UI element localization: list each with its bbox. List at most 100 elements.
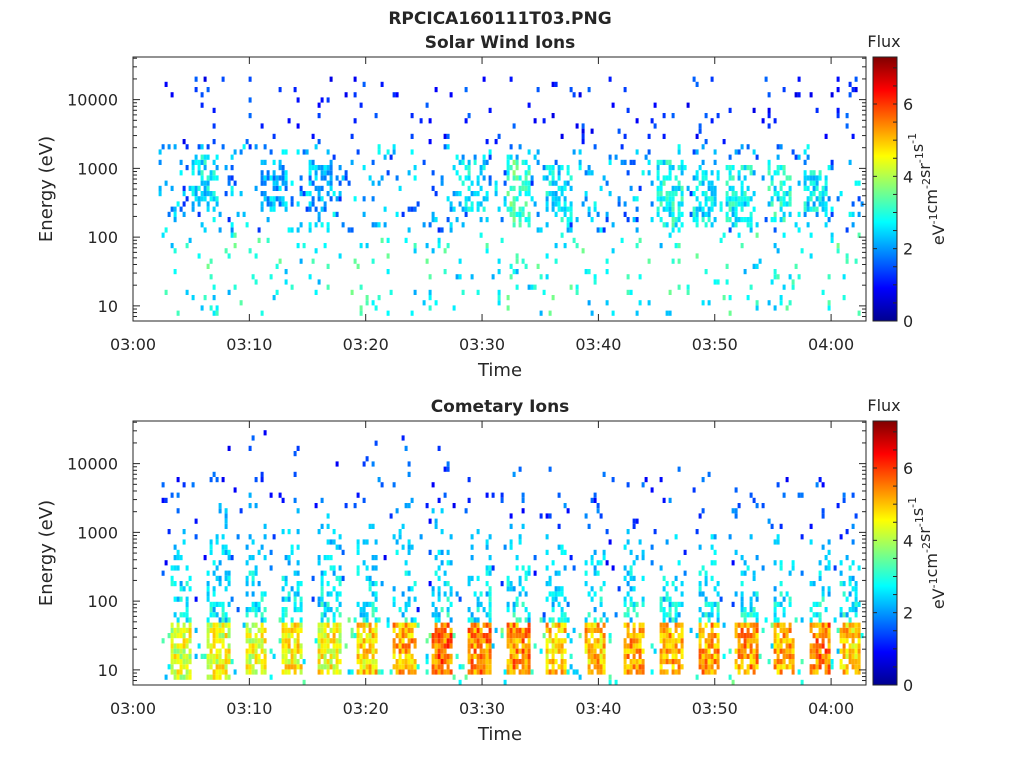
spectrogram-cell — [362, 497, 366, 503]
spectrogram-cell — [710, 601, 714, 607]
spectrogram-cell — [695, 170, 699, 176]
spectrogram-cell — [818, 170, 822, 176]
spectrogram-cell — [323, 653, 327, 659]
spectrogram-cell — [770, 622, 774, 628]
spectrogram-cell — [224, 570, 228, 576]
spectrogram-cell — [233, 180, 237, 186]
spectrogram-cell — [587, 653, 591, 659]
spectrogram-cell — [797, 92, 801, 98]
spectrogram-cell — [329, 664, 333, 670]
spectrogram-cell — [215, 622, 219, 628]
spectrogram-cell — [269, 206, 273, 212]
spectrogram-cell — [317, 622, 321, 628]
spectrogram-cell — [575, 217, 579, 223]
spectrogram-cell — [185, 289, 189, 295]
spectrogram-cell — [710, 191, 714, 197]
spectrogram-cell — [704, 211, 708, 217]
spectrogram-cell — [662, 222, 666, 228]
spectrogram-cell — [632, 643, 636, 649]
spectrogram-cell — [233, 232, 237, 238]
spectrogram-cell — [596, 627, 600, 633]
spectrogram-cell — [746, 627, 750, 633]
spectrogram-cell — [413, 581, 417, 587]
spectrogram-cell — [677, 149, 681, 155]
spectrogram-cell — [464, 118, 468, 124]
spectrogram-cell — [548, 627, 552, 633]
spectrogram-cell — [371, 648, 375, 654]
spectrogram-cell — [257, 601, 261, 607]
spectrogram-cell — [485, 664, 489, 670]
spectrogram-cell — [467, 669, 471, 675]
spectrogram-cell — [779, 601, 783, 607]
spectrogram-cell — [551, 560, 555, 566]
spectrogram-cell — [401, 612, 405, 618]
spectrogram-cell — [449, 560, 453, 566]
spectrogram-cell — [170, 575, 174, 581]
spectrogram-cell — [521, 601, 525, 607]
spectrogram-cell — [329, 653, 333, 659]
spectrogram-cell — [284, 612, 288, 618]
spectrogram-cell — [854, 581, 858, 587]
spectrogram-cell — [206, 633, 210, 639]
spectrogram-cell — [182, 627, 186, 633]
spectrogram-cell — [740, 555, 744, 561]
spectrogram-cell — [308, 222, 312, 228]
spectrogram-cell — [737, 175, 741, 181]
spectrogram-cell — [704, 201, 708, 207]
spectrogram-cell — [560, 544, 564, 550]
spectrogram-cell — [401, 664, 405, 670]
spectrogram-cell — [362, 659, 366, 665]
spectrogram-cell — [824, 222, 828, 228]
spectrogram-cell — [554, 633, 558, 639]
spectrogram-cell — [599, 227, 603, 233]
spectrogram-cell — [326, 617, 330, 623]
spectrogram-cell — [701, 612, 705, 618]
spectrogram-cell — [674, 659, 678, 665]
spectrogram-cell — [335, 664, 339, 670]
spectrogram-cell — [509, 523, 513, 529]
spectrogram-cell — [209, 170, 213, 176]
spectrogram-cell — [254, 643, 258, 649]
spectrogram-cell — [635, 118, 639, 124]
spectrogram-cell — [725, 180, 729, 186]
spectrogram-cell — [374, 113, 378, 119]
spectrogram-cell — [476, 664, 480, 670]
spectrogram-cell — [728, 185, 732, 191]
spectrogram-cell — [485, 196, 489, 202]
spectrogram-cell — [431, 633, 435, 639]
spectrogram-cell — [674, 243, 678, 249]
spectrogram-cell — [248, 638, 252, 644]
spectrogram-cell — [725, 263, 729, 269]
spectrogram-cell — [626, 581, 630, 587]
spectrogram-cell — [434, 648, 438, 654]
spectrogram-cell — [695, 253, 699, 259]
spectrogram-cell — [488, 107, 492, 113]
spectrogram-cell — [521, 211, 525, 217]
spectrogram-cell — [173, 217, 177, 223]
spectrogram-cell — [809, 170, 813, 176]
spectrogram-cell — [782, 284, 786, 290]
spectrogram-cell — [596, 560, 600, 566]
spectrogram-cell — [791, 560, 795, 566]
spectrogram-cell — [164, 289, 168, 295]
spectrogram-cell — [398, 648, 402, 654]
spectrogram-cell — [314, 165, 318, 171]
unit-base: cm — [922, 553, 941, 577]
spectrogram-cell — [278, 638, 282, 644]
spectrogram-cell — [776, 539, 780, 545]
y-tick-label: 100 — [87, 592, 118, 611]
spectrogram-cell — [659, 565, 663, 571]
spectrogram-cell — [359, 653, 363, 659]
spectrogram-cell — [734, 659, 738, 665]
spectrogram-cell — [512, 159, 516, 165]
spectrogram-cell — [725, 196, 729, 202]
spectrogram-cell — [371, 664, 375, 670]
spectrogram-cell — [626, 217, 630, 223]
spectrogram-cell — [362, 617, 366, 623]
spectrogram-cell — [470, 544, 474, 550]
spectrogram-cell — [827, 648, 831, 654]
spectrogram-cell — [374, 607, 378, 613]
spectrogram-cell — [227, 581, 231, 587]
spectrogram-cell — [434, 627, 438, 633]
